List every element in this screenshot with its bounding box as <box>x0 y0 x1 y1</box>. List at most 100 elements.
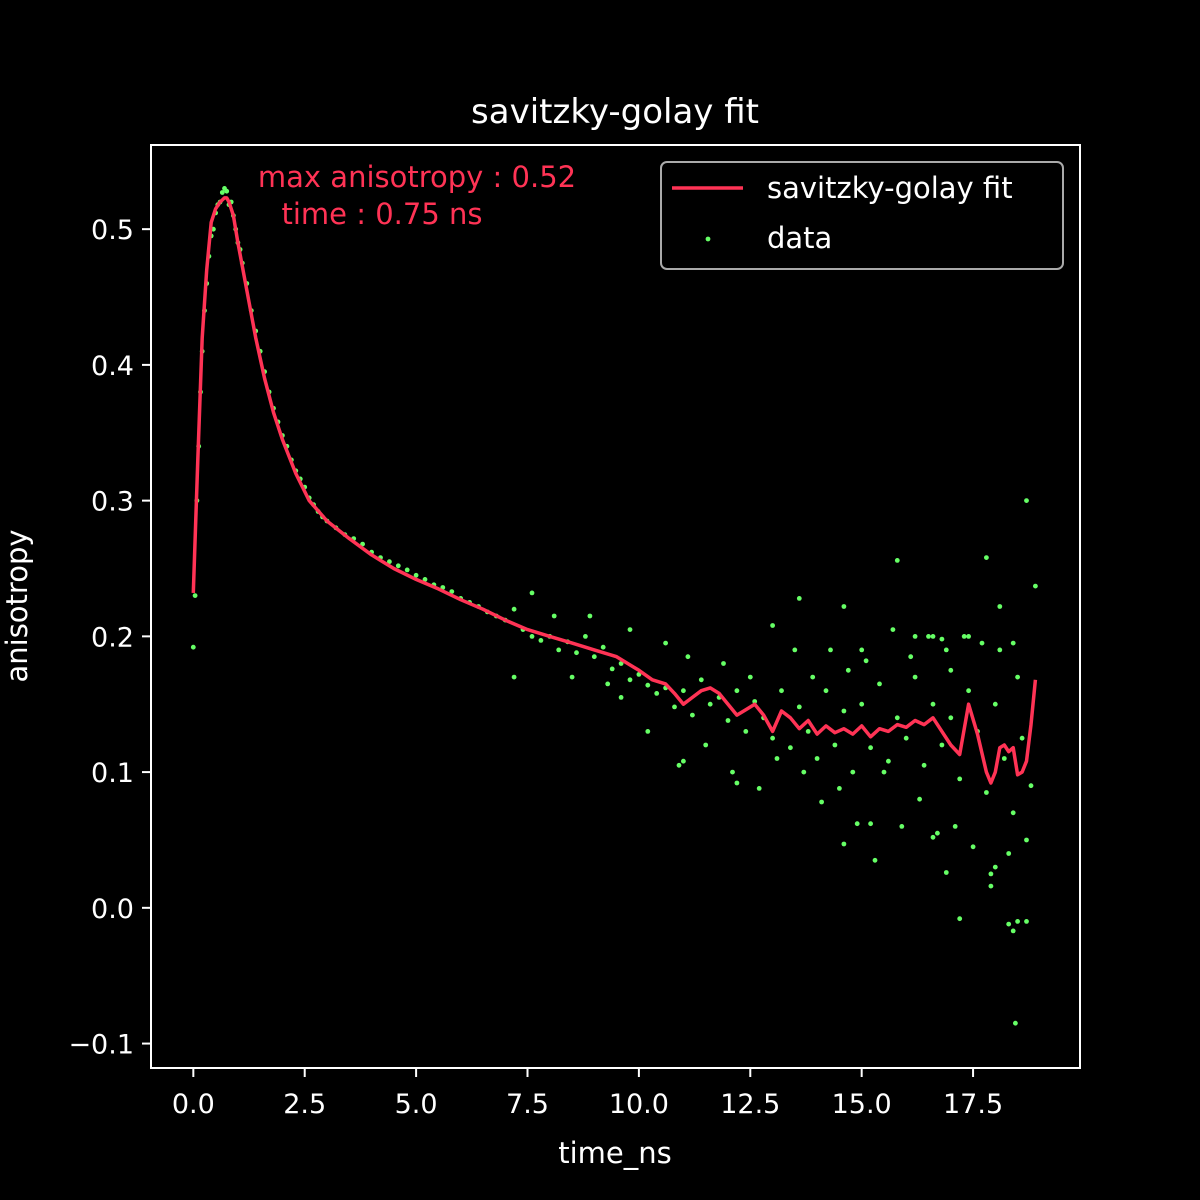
data-point <box>988 871 994 877</box>
data-point <box>654 691 660 696</box>
data-point <box>770 623 775 628</box>
data-point <box>850 769 856 775</box>
legend-data-label: data <box>767 221 832 255</box>
data-point <box>1015 919 1020 924</box>
data-point <box>948 715 954 721</box>
data-point <box>681 688 686 694</box>
data-point <box>841 708 847 714</box>
data-point <box>805 729 811 734</box>
y-axis: −0.1 0.0 0.1 0.2 0.3 0.4 0.5 <box>68 215 151 1061</box>
data-point <box>868 745 873 751</box>
data-point <box>529 590 535 596</box>
data-point <box>917 796 922 802</box>
data-point <box>966 688 971 694</box>
x-tick-label: 17.5 <box>943 1089 1003 1120</box>
data-point <box>984 790 989 795</box>
data-point <box>1024 919 1029 924</box>
data-point <box>859 647 865 653</box>
data-point <box>770 735 775 741</box>
data-point <box>600 644 606 650</box>
chart-title: savitzky-golay fit <box>471 92 759 132</box>
data-point <box>190 644 196 650</box>
data-point <box>663 640 668 646</box>
data-point <box>192 593 198 598</box>
data-point <box>551 613 557 619</box>
data-point <box>1006 921 1012 927</box>
x-tick-label: 5.0 <box>395 1089 438 1120</box>
data-point <box>792 647 798 653</box>
data-point <box>832 742 838 748</box>
data-point <box>984 555 989 560</box>
data-point <box>796 596 802 601</box>
data-point <box>707 701 713 707</box>
data-point <box>997 647 1003 653</box>
data-point <box>912 634 918 639</box>
data-point <box>703 742 709 748</box>
data-point <box>828 647 833 653</box>
y-tick-label: 0.5 <box>91 215 134 246</box>
data-point <box>921 762 927 768</box>
annotation-max-anisotropy: max anisotropy : 0.52 <box>258 160 576 194</box>
data-point <box>912 674 918 680</box>
data-point <box>943 647 949 653</box>
data-point <box>747 674 753 680</box>
x-tick-label: 0.0 <box>172 1089 215 1120</box>
data-point <box>685 654 691 660</box>
x-tick-label: 10.0 <box>609 1089 669 1120</box>
annotation-time: time : 0.75 ns <box>281 197 482 231</box>
data-point <box>681 758 686 764</box>
data-point <box>979 640 985 646</box>
data-point <box>868 821 873 827</box>
data-point <box>224 188 230 194</box>
data-point <box>672 704 677 710</box>
data-point <box>1033 583 1038 589</box>
data-point <box>894 558 900 563</box>
data-point <box>926 634 931 639</box>
data-point <box>529 634 535 639</box>
data-point <box>422 577 428 582</box>
data-point <box>587 613 593 619</box>
data-point <box>788 745 793 751</box>
data-point <box>779 688 784 694</box>
data-point <box>801 769 807 775</box>
data-point <box>698 677 704 683</box>
data-point <box>645 729 651 734</box>
data-point <box>819 799 824 805</box>
x-axis: 0.0 2.5 5.0 7.5 10.0 12.5 15.0 17.5 <box>172 1068 1003 1120</box>
data-point <box>1010 810 1016 816</box>
y-tick-label: 0.1 <box>91 758 134 789</box>
data-point <box>796 704 802 710</box>
x-axis-label: time_ns <box>558 1136 672 1170</box>
data-point <box>734 688 740 694</box>
y-tick-label: 0.0 <box>91 894 134 925</box>
data-point <box>841 841 847 847</box>
data-point <box>930 634 936 639</box>
data-point <box>395 563 401 569</box>
data-point <box>1010 928 1016 934</box>
data-point <box>538 638 544 643</box>
data-point <box>1028 783 1034 789</box>
legend-fit-label: savitzky-golay fit <box>767 171 1013 205</box>
data-point <box>404 567 410 573</box>
data-point <box>939 636 945 642</box>
data-point <box>725 718 731 723</box>
data-point <box>569 674 575 680</box>
legend: savitzky-golay fit data <box>660 161 1064 270</box>
data-point <box>952 824 958 829</box>
peak-annotation: max anisotropy : 0.52 time : 0.75 ns <box>258 160 576 231</box>
data-point <box>511 606 517 612</box>
legend-box <box>660 161 1064 270</box>
y-tick-label: −0.1 <box>68 1030 134 1061</box>
data-point <box>814 756 820 761</box>
data-point <box>413 572 419 578</box>
data-point <box>756 786 762 791</box>
y-tick-label: 0.4 <box>91 351 134 382</box>
data-point <box>943 870 949 875</box>
data-point <box>219 190 225 195</box>
y-tick-label: 0.3 <box>91 487 134 518</box>
data-point <box>854 821 860 827</box>
data-point <box>1024 498 1029 503</box>
data-point <box>899 824 905 829</box>
